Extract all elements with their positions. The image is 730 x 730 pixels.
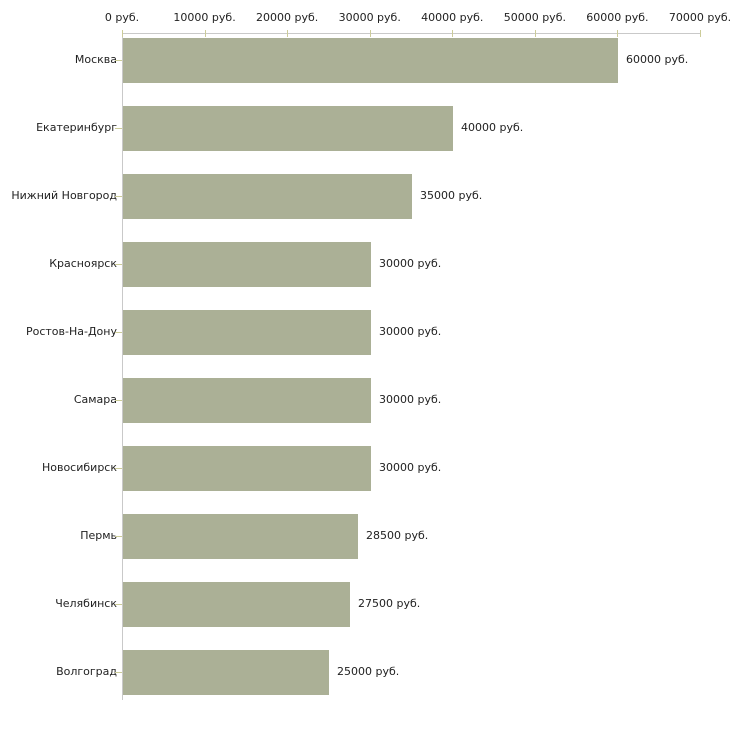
category-label: Красноярск — [49, 257, 117, 270]
value-label: 30000 руб. — [379, 325, 442, 338]
x-axis-tick-label: 50000 руб. — [503, 11, 566, 24]
bar — [123, 446, 371, 491]
value-label: 30000 руб. — [379, 257, 442, 270]
x-axis-tick-label: 60000 руб. — [586, 11, 649, 24]
value-label: 40000 руб. — [461, 121, 524, 134]
category-label: Екатеринбург — [36, 121, 117, 134]
value-label: 30000 руб. — [379, 461, 442, 474]
value-label: 35000 руб. — [420, 189, 483, 202]
bar — [123, 242, 371, 287]
x-axis-tick-mark — [369, 30, 371, 37]
bar — [123, 378, 371, 423]
x-axis-tick-mark — [617, 30, 619, 37]
bar — [123, 514, 358, 559]
category-label: Челябинск — [55, 597, 117, 610]
x-axis-tick-label: 70000 руб. — [668, 11, 730, 24]
x-axis-tick-label: 10000 руб. — [173, 11, 236, 24]
category-label: Москва — [74, 53, 117, 66]
x-axis-tick-mark — [287, 30, 289, 37]
bar — [123, 310, 371, 355]
x-axis-tick-mark — [700, 30, 701, 37]
category-tick-mark — [115, 128, 122, 129]
category-tick-mark — [115, 400, 122, 401]
y-axis-line — [122, 33, 123, 700]
category-label: Самара — [73, 393, 117, 406]
category-label: Нижний Новгород — [11, 189, 117, 202]
category-tick-mark — [115, 60, 122, 61]
x-axis-tick-mark — [204, 30, 206, 37]
category-tick-mark — [115, 672, 122, 673]
value-label: 60000 руб. — [626, 53, 689, 66]
x-axis-tick-mark — [534, 30, 536, 37]
category-label: Волгоград — [56, 665, 117, 678]
category-label: Пермь — [80, 529, 117, 542]
category-tick-mark — [115, 604, 122, 605]
category-tick-mark — [115, 536, 122, 537]
x-axis-line — [122, 33, 701, 34]
value-label: 30000 руб. — [379, 393, 442, 406]
value-label: 27500 руб. — [358, 597, 421, 610]
category-label: Ростов-На-Дону — [25, 325, 117, 338]
x-axis-tick-label: 0 руб. — [104, 11, 140, 24]
category-label: Новосибирск — [41, 461, 117, 474]
bar — [123, 38, 618, 83]
x-axis-tick-label: 20000 руб. — [256, 11, 319, 24]
x-axis-tick-mark — [452, 30, 454, 37]
category-tick-mark — [115, 468, 122, 469]
x-axis-tick-mark — [122, 30, 123, 37]
bar — [123, 582, 350, 627]
bar — [123, 650, 329, 695]
bar — [123, 174, 412, 219]
value-label: 25000 руб. — [337, 665, 400, 678]
x-axis-tick-label: 30000 руб. — [338, 11, 401, 24]
category-tick-mark — [115, 332, 122, 333]
category-tick-mark — [115, 264, 122, 265]
bar — [123, 106, 453, 151]
value-label: 28500 руб. — [366, 529, 429, 542]
category-tick-mark — [115, 196, 122, 197]
x-axis-tick-label: 40000 руб. — [421, 11, 484, 24]
